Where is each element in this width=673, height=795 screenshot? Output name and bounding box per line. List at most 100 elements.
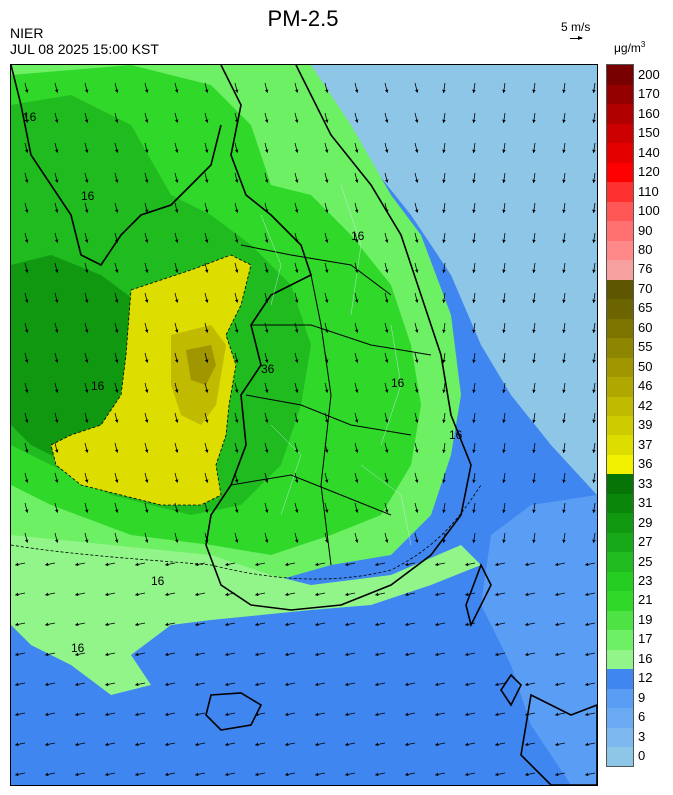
wind-arrow-head xyxy=(54,449,59,453)
wind-arrow-head xyxy=(285,742,289,747)
wind-arrow-head xyxy=(135,622,139,627)
wind-arrow-head xyxy=(195,712,199,717)
wind-arrow-head xyxy=(54,179,59,183)
wind-arrow-head xyxy=(174,389,179,393)
wind-arrow-head xyxy=(442,449,446,453)
wind-arrow-head xyxy=(555,682,559,687)
wind-arrow-head xyxy=(495,682,499,687)
colorbar-level-label: 76 xyxy=(638,261,653,277)
wind-arrow-head xyxy=(555,622,559,627)
forecast-timestamp: JUL 08 2025 15:00 KST xyxy=(10,41,159,57)
wind-arrow-head xyxy=(345,772,349,777)
wind-arrow-head xyxy=(234,479,239,483)
wind-arrow-head xyxy=(414,89,419,93)
wind-arrow-head xyxy=(324,179,329,183)
wind-arrow-head xyxy=(324,389,329,393)
wind-arrow-head xyxy=(135,562,139,567)
wind-arrow-head xyxy=(324,539,329,543)
wind-arrow-head xyxy=(442,359,446,363)
colorbar-segment xyxy=(607,142,633,163)
wind-arrow-head xyxy=(285,652,289,657)
wind-arrow-head xyxy=(375,712,379,717)
wind-arrow-head xyxy=(204,479,209,483)
colorbar-segment xyxy=(607,454,633,475)
wind-arrow-head xyxy=(502,209,506,213)
wind-arrow-head xyxy=(234,509,239,513)
colorbar-segment xyxy=(607,162,633,183)
colorbar xyxy=(606,64,634,767)
wind-arrow-head xyxy=(234,389,239,393)
wind-arrow-head xyxy=(264,359,269,363)
wind-arrow-head xyxy=(15,622,19,627)
wind-arrow-head xyxy=(472,479,476,483)
wind-arrow-head xyxy=(414,539,419,543)
wind-arrow-head xyxy=(384,449,389,453)
wind-arrow-head xyxy=(472,389,476,393)
wind-arrow-head xyxy=(204,509,209,513)
wind-arrow-head xyxy=(165,592,169,597)
wind-arrow-head xyxy=(585,562,589,567)
wind-arrow-head xyxy=(84,209,89,213)
wind-arrow-head xyxy=(375,592,379,597)
wind-arrow-head xyxy=(285,622,289,627)
colorbar-segment xyxy=(607,532,633,553)
colorbar-level-label: 25 xyxy=(638,553,653,569)
wind-arrow-head xyxy=(45,592,49,597)
wind-arrow-head xyxy=(15,712,19,717)
wind-arrow-head xyxy=(195,622,199,627)
wind-arrow-head xyxy=(592,119,596,123)
wind-arrow-head xyxy=(532,419,536,423)
wind-arrow-head xyxy=(502,89,506,93)
colorbar-segment xyxy=(607,590,633,611)
wind-arrow-head xyxy=(15,592,19,597)
wind-arrow-head xyxy=(375,682,379,687)
wind-arrow-head xyxy=(585,712,589,717)
wind-arrow-head xyxy=(105,772,109,777)
wind-arrow-head xyxy=(264,209,269,213)
colorbar-segment xyxy=(607,727,633,748)
wind-arrow-head xyxy=(472,419,476,423)
wind-arrow-head xyxy=(384,419,389,423)
wind-arrow-head xyxy=(84,359,89,363)
colorbar-level-label: 65 xyxy=(638,300,653,316)
wind-arrow-head xyxy=(234,359,239,363)
wind-arrow-head xyxy=(144,179,149,183)
wind-arrow-head xyxy=(294,359,299,363)
wind-arrow-head xyxy=(294,149,299,153)
wind-arrow-head xyxy=(54,539,59,543)
colorbar-level-label: 70 xyxy=(638,280,653,296)
coastline xyxy=(11,65,597,785)
wind-arrow-head xyxy=(114,89,119,93)
wind-arrow-head xyxy=(264,89,269,93)
wind-arrow-head xyxy=(555,562,559,567)
wind-arrow-head xyxy=(592,179,596,183)
wind-arrow-head xyxy=(532,179,536,183)
wind-arrow-head xyxy=(165,712,169,717)
wind-arrow-head xyxy=(84,449,89,453)
wind-arrow-head xyxy=(264,479,269,483)
wind-arrow-head xyxy=(174,299,179,303)
wind-arrow-head xyxy=(294,239,299,243)
wind-arrow-head xyxy=(414,359,419,363)
wind-arrow-head xyxy=(234,179,239,183)
wind-arrow-head xyxy=(354,179,359,183)
colorbar-segment xyxy=(607,473,633,494)
wind-arrow-head xyxy=(144,89,149,93)
wind-arrow-head xyxy=(24,419,29,423)
wind-arrow-head xyxy=(502,149,506,153)
wind-arrow-head xyxy=(435,682,439,687)
wind-arrow-head xyxy=(24,449,29,453)
wind-arrow-head xyxy=(532,509,536,513)
wind-arrow-head xyxy=(585,652,589,657)
wind-arrow-head xyxy=(204,359,209,363)
wind-arrow-head xyxy=(45,772,49,777)
wind-arrow-head xyxy=(324,449,329,453)
pm25-map: 16 16 16 16 36 16 16 16 16 xyxy=(10,64,598,786)
wind-arrow-head xyxy=(562,179,566,183)
wind-arrow-head xyxy=(114,449,119,453)
wind-arrow-head xyxy=(174,419,179,423)
wind-arrow-head xyxy=(195,652,199,657)
wind-arrow-head xyxy=(384,509,389,513)
wind-arrow-head xyxy=(204,539,209,543)
province-borders xyxy=(230,244,432,566)
